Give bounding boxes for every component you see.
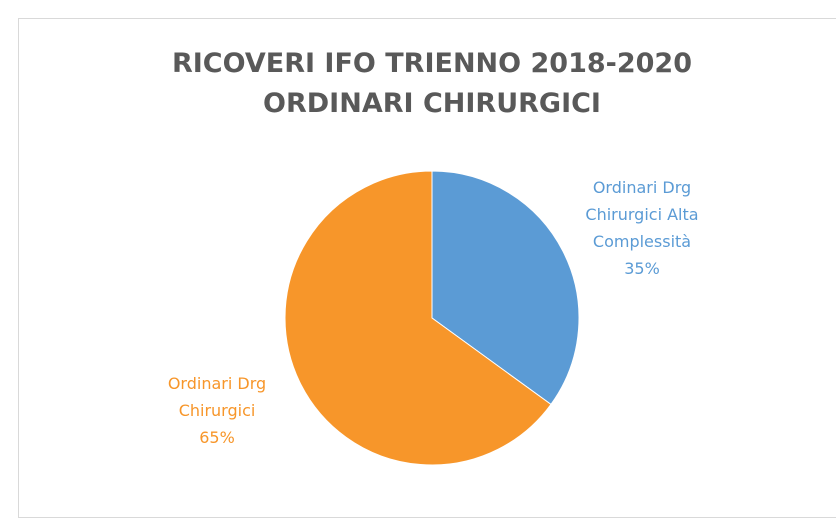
category-label: Ordinari Drg Chirurgici — [167, 374, 267, 420]
chart-title: RICOVERI IFO TRIENNO 2018-2020 — [172, 48, 692, 79]
category-label: Ordinari Drg Chirurgici Alta Complessità — [585, 178, 699, 251]
chart-svg: RICOVERI IFO TRIENNO 2018-2020 ORDINARI … — [172, 48, 692, 466]
slice-label: Ordinari Drg Chirurgici Alta Complessità… — [567, 174, 717, 282]
slice-label: Ordinari Drg Chirurgici 65% — [162, 370, 272, 451]
value-label: 35% — [624, 259, 660, 278]
chart-title: ORDINARI CHIRURGICI — [263, 88, 601, 119]
value-label: 65% — [199, 428, 235, 447]
pie-slice — [284, 170, 552, 466]
pie-slice — [431, 170, 580, 406]
chart: RICOVERI IFO TRIENNO 2018-2020 ORDINARI … — [18, 18, 836, 518]
